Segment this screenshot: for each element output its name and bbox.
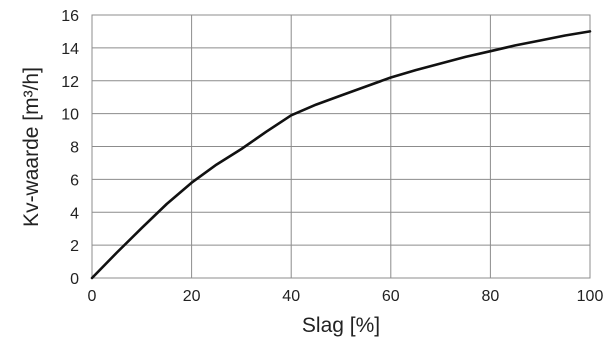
series bbox=[92, 31, 590, 278]
tick-labels: 0 20 40 60 80 100 0 2 4 6 8 10 12 14 16 bbox=[61, 8, 603, 305]
y-tick-label: 8 bbox=[70, 140, 79, 157]
y-tick-label: 4 bbox=[70, 205, 79, 222]
y-tick-label: 14 bbox=[61, 41, 79, 58]
grid bbox=[92, 15, 590, 278]
x-tick-label: 20 bbox=[183, 288, 201, 305]
x-axis-title: Slag [%] bbox=[302, 314, 380, 337]
y-tick-label: 2 bbox=[70, 238, 79, 255]
x-tick-label: 60 bbox=[382, 288, 400, 305]
x-tick-label: 100 bbox=[577, 288, 604, 305]
y-tick-label: 0 bbox=[70, 271, 79, 288]
y-tick-label: 16 bbox=[61, 8, 79, 25]
y-tick-label: 10 bbox=[61, 107, 79, 124]
x-tick-label: 80 bbox=[482, 288, 500, 305]
series-line bbox=[92, 31, 590, 278]
x-tick-label: 0 bbox=[88, 288, 97, 305]
y-tick-label: 12 bbox=[61, 74, 79, 91]
x-tick-label: 40 bbox=[282, 288, 300, 305]
y-tick-label: 6 bbox=[70, 172, 79, 189]
y-axis-title: Kv-waarde [m³/h] bbox=[20, 67, 43, 227]
